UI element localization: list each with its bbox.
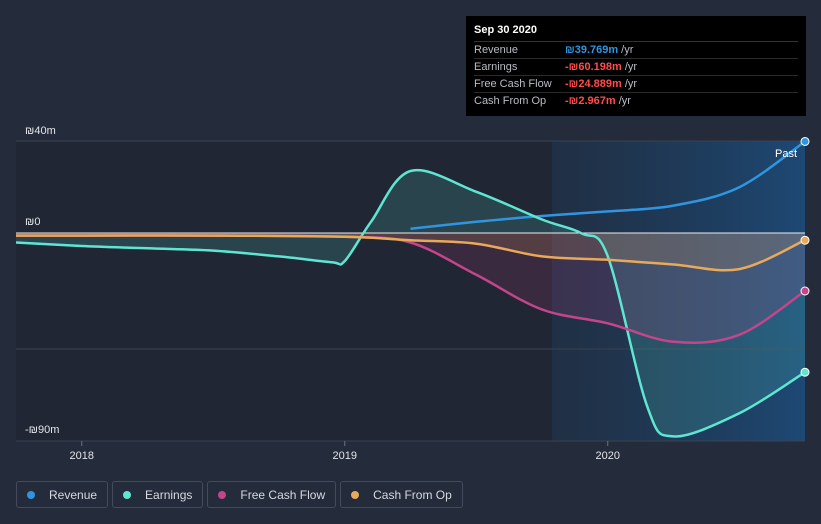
area-cfo bbox=[16, 233, 805, 271]
tooltip-value: -₪60.198m bbox=[565, 61, 622, 73]
tooltip-value: -₪2.967m bbox=[565, 95, 616, 107]
tooltip-label: Cash From Op bbox=[474, 95, 547, 107]
past-region bbox=[552, 141, 805, 441]
legend-dot-icon bbox=[123, 490, 132, 499]
tooltip-unit: /yr bbox=[621, 44, 634, 56]
legend: Revenue Earnings Free Cash Flow Cash Fro… bbox=[16, 481, 467, 508]
tooltip-row-revenue: Revenue ₪39.769m /yr bbox=[474, 42, 798, 59]
endpoint-revenue bbox=[800, 136, 810, 146]
tooltip-value: ₪39.769m bbox=[565, 44, 619, 56]
legend-dot-icon bbox=[351, 490, 360, 499]
endpoint-earnings bbox=[800, 367, 810, 377]
tooltip: Sep 30 2020 Revenue ₪39.769m /yr Earning… bbox=[466, 16, 806, 116]
x-tick-label-2018: 2018 bbox=[70, 450, 94, 462]
y-tick-label-bottom: -₪90m bbox=[25, 424, 59, 436]
legend-label: Free Cash Flow bbox=[240, 487, 326, 502]
y-tick-label-zero: ₪0 bbox=[25, 216, 40, 228]
legend-item-fcf[interactable]: Free Cash Flow bbox=[207, 481, 337, 508]
tooltip-row-fcf: Free Cash Flow -₪24.889m /yr bbox=[474, 76, 798, 93]
legend-item-cfo[interactable]: Cash From Op bbox=[340, 481, 463, 508]
series-line-earnings bbox=[15, 168, 806, 438]
legend-dot-icon bbox=[27, 490, 35, 499]
tooltip-label: Earnings bbox=[474, 61, 518, 73]
x-tick-label-2020: 2020 bbox=[596, 450, 620, 462]
tooltip-unit: /yr bbox=[618, 95, 631, 107]
tooltip-label: Revenue bbox=[474, 44, 519, 56]
past-label: Past bbox=[775, 148, 797, 160]
tooltip-row-cfo: Cash From Op -₪2.967m /yr bbox=[474, 93, 798, 109]
endpoint-cfo bbox=[800, 235, 810, 245]
series-line-revenue bbox=[410, 140, 806, 230]
tooltip-label: Free Cash Flow bbox=[474, 78, 552, 90]
legend-dot-icon bbox=[218, 490, 227, 499]
tooltip-value: -₪24.889m bbox=[565, 78, 622, 90]
tooltip-date: Sep 30 2020 bbox=[474, 24, 798, 42]
x-tick-label-2019: 2019 bbox=[333, 450, 357, 462]
endpoint-fcf bbox=[800, 286, 810, 296]
legend-label: Cash From Op bbox=[373, 487, 452, 502]
series-line-cfo bbox=[16, 234, 806, 272]
y-tick-label-top: ₪40m bbox=[25, 125, 56, 137]
legend-label: Earnings bbox=[145, 487, 193, 502]
legend-item-earnings[interactable]: Earnings bbox=[112, 481, 204, 508]
legend-item-revenue[interactable]: Revenue bbox=[16, 481, 109, 508]
legend-label: Revenue bbox=[49, 487, 98, 502]
tooltip-unit: /yr bbox=[624, 61, 638, 73]
pre-past-shade bbox=[16, 141, 552, 441]
tooltip-unit: /yr bbox=[624, 78, 638, 90]
tooltip-row-earnings: Earnings -₪60.198m /yr bbox=[474, 59, 798, 76]
